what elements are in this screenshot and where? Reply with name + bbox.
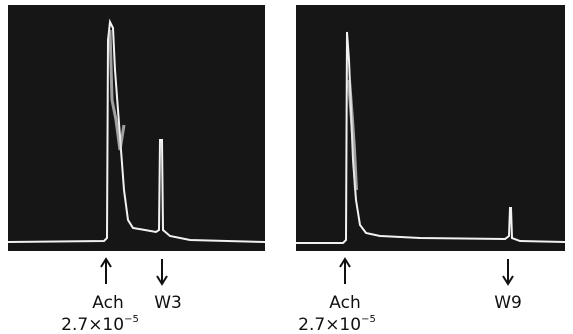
down-arrow [503, 259, 513, 284]
concentration: 2.7×10−5 [298, 314, 376, 334]
page: {"panels": [ {"stimulus": {"label": "Ach… [0, 0, 573, 334]
stimulus-label: Ach [92, 293, 123, 313]
stimulus-label: Ach [329, 293, 360, 313]
up-arrow [340, 259, 350, 284]
recording-panel [296, 5, 565, 251]
wash-label: W9 [494, 293, 522, 313]
recording-panel [8, 5, 265, 251]
up-arrow [101, 259, 111, 284]
concentration-base: 2.7×10 [298, 315, 361, 334]
down-arrow [157, 259, 167, 284]
concentration: 2.7×10−5 [61, 314, 139, 334]
arrows [101, 259, 513, 284]
concentration-exponent: −5 [124, 314, 139, 325]
figure: Ach 2.7×10−5 W3 Ach 2.7×10−5 W9 [0, 0, 573, 334]
wash-label: W3 [154, 293, 182, 313]
concentration-exponent: −5 [361, 314, 376, 325]
concentration-base: 2.7×10 [61, 315, 124, 334]
